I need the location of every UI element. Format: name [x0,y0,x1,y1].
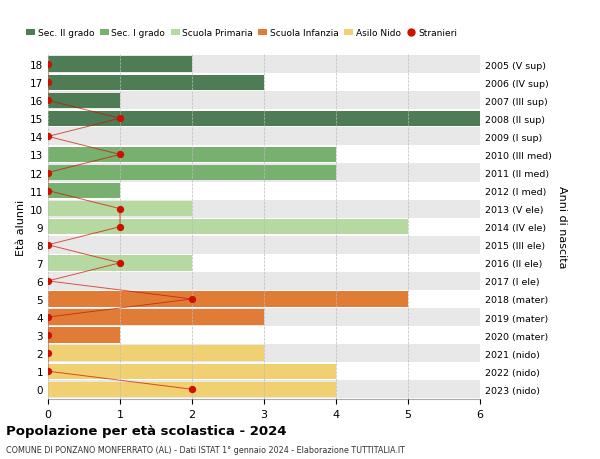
Point [115,206,125,213]
Bar [48,344,480,363]
Point [43,332,53,339]
Bar [48,147,336,163]
Y-axis label: Anni di nascita: Anni di nascita [557,186,567,269]
Bar [48,202,192,217]
Bar [48,290,480,308]
Point [187,386,197,393]
Text: COMUNE DI PONZANO MONFERRATO (AL) - Dati ISTAT 1° gennaio 2024 - Elaborazione TU: COMUNE DI PONZANO MONFERRATO (AL) - Dati… [6,445,405,454]
Point [115,224,125,231]
Bar [48,75,264,91]
Bar [48,236,480,254]
Bar [48,74,480,92]
Point [43,350,53,357]
Point [43,187,53,195]
Bar [48,346,264,361]
Bar [48,272,480,290]
Y-axis label: Età alunni: Età alunni [16,199,26,255]
Bar [48,57,192,73]
Point [43,79,53,87]
Bar [48,328,120,343]
Bar [48,364,336,379]
Legend: Sec. II grado, Sec. I grado, Scuola Primaria, Scuola Infanzia, Asilo Nido, Stran: Sec. II grado, Sec. I grado, Scuola Prim… [22,25,461,41]
Bar [48,363,480,381]
Bar [48,381,480,398]
Point [43,241,53,249]
Point [43,368,53,375]
Bar [48,291,408,307]
Bar [48,200,480,218]
Bar [48,146,480,164]
Point [43,313,53,321]
Point [43,278,53,285]
Bar [48,308,480,326]
Bar [48,110,480,128]
Point [43,169,53,177]
Bar [48,93,120,109]
Bar [48,184,120,199]
Bar [48,56,480,74]
Point [115,260,125,267]
Bar [48,256,192,271]
Bar [48,182,480,200]
Bar [48,92,480,110]
Bar [48,219,408,235]
Bar [48,310,264,325]
Point [43,62,53,69]
Point [43,134,53,141]
Point [115,151,125,159]
Point [187,296,197,303]
Point [43,97,53,105]
Bar [48,254,480,272]
Text: Popolazione per età scolastica - 2024: Popolazione per età scolastica - 2024 [6,424,287,437]
Bar [48,382,336,397]
Point [115,115,125,123]
Bar [48,166,336,181]
Bar [48,326,480,344]
Bar [48,112,480,127]
Bar [48,218,480,236]
Bar [48,128,480,146]
Bar [48,164,480,182]
